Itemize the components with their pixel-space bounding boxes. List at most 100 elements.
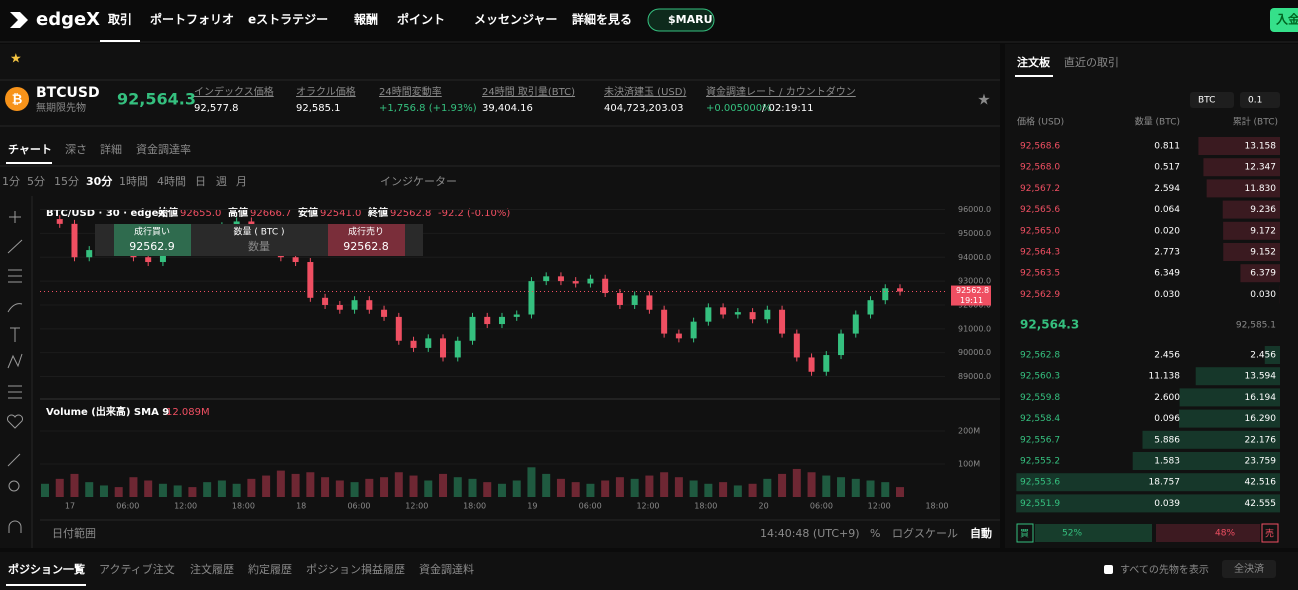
- volume-bar: [896, 487, 904, 497]
- tool-text[interactable]: [10, 327, 20, 342]
- sell-price: 92562.8: [343, 240, 389, 253]
- volume-bar: [394, 472, 403, 497]
- tool-heart[interactable]: [7, 414, 23, 429]
- chart-tab[interactable]: 詳細: [100, 142, 122, 156]
- chart-tab[interactable]: チャート: [8, 143, 52, 156]
- buy-price: 92562.9: [129, 240, 175, 253]
- favorite-star[interactable]: ★: [10, 52, 22, 67]
- depth-bar: [1142, 430, 1280, 449]
- book-total: 16.290: [1245, 414, 1277, 424]
- nav-item[interactable]: 詳細を見る: [572, 12, 632, 27]
- badge[interactable]: [647, 8, 715, 32]
- volume-bar: [660, 472, 669, 497]
- volume-bar: [645, 475, 654, 497]
- buy-button[interactable]: [114, 224, 191, 256]
- bottom-tab[interactable]: ポジション一覧: [8, 562, 85, 576]
- deposit-button[interactable]: [1270, 8, 1298, 32]
- buy-tag-text: 買: [1020, 529, 1029, 540]
- nav-item[interactable]: メッセンジャー: [474, 13, 557, 27]
- auto-toggle[interactable]: 自動: [970, 526, 992, 540]
- nav-item[interactable]: ポイント: [397, 12, 445, 27]
- tool-pattern[interactable]: [7, 353, 23, 369]
- nav-item[interactable]: 報酬: [354, 12, 378, 27]
- volume-bar: [276, 470, 285, 497]
- tab-underline: [6, 162, 52, 164]
- depth-bar: [1203, 158, 1280, 177]
- nav-item[interactable]: eストラテジー: [248, 13, 328, 27]
- tool-line[interactable]: [7, 239, 23, 254]
- percent-toggle[interactable]: %: [870, 527, 880, 540]
- log-toggle[interactable]: ログスケール: [892, 526, 958, 540]
- date-range[interactable]: 日付範囲: [52, 526, 96, 540]
- candle: [381, 309, 388, 317]
- volume-bar: [512, 480, 521, 497]
- stat-label: 24時間 取引量(BTC): [482, 86, 575, 98]
- tool-ruler[interactable]: [7, 453, 21, 467]
- nav-item[interactable]: ポートフォリオ: [150, 12, 234, 27]
- x-tick-label: 12:00: [868, 502, 891, 511]
- book-amount: 0.096: [1154, 414, 1180, 424]
- mid-price: 92,564.3: [1020, 318, 1079, 332]
- nav-active-underline: [100, 40, 140, 42]
- close-all-button[interactable]: [1222, 560, 1276, 578]
- interval[interactable]: 4時間: [157, 175, 186, 188]
- volume-bar: [129, 477, 138, 497]
- x-tick-label: 20: [759, 502, 769, 511]
- y-tick-label: 93000.0: [958, 277, 991, 286]
- interval[interactable]: 5分: [27, 175, 45, 188]
- depth-bar: [1016, 494, 1280, 513]
- orderbook-tab[interactable]: 直近の取引: [1064, 55, 1119, 69]
- bottom-tab[interactable]: 注文履歴: [190, 562, 234, 576]
- bottom-tab[interactable]: 約定履歴: [248, 562, 292, 576]
- book-amount: 2.773: [1154, 248, 1180, 258]
- book-price: 92,555.2: [1020, 457, 1060, 467]
- tool-brush[interactable]: [7, 303, 23, 313]
- symbol[interactable]: BTCUSD: [36, 85, 100, 101]
- interval[interactable]: 月: [236, 175, 247, 188]
- drawing-tools[interactable]: [7, 211, 23, 533]
- step: 0.1: [1248, 96, 1262, 106]
- x-tick-label: 06:00: [347, 502, 370, 511]
- bottom-tab[interactable]: 資金調達料: [419, 562, 474, 576]
- interval[interactable]: 日: [195, 175, 206, 188]
- tool-zoom[interactable]: [8, 480, 20, 492]
- candle: [233, 221, 240, 227]
- chart-tab[interactable]: 深さ: [65, 143, 87, 156]
- interval[interactable]: 30分: [86, 174, 113, 188]
- candle: [808, 357, 815, 372]
- candle: [734, 312, 741, 315]
- legend-value: 92655.0: [180, 208, 221, 219]
- volume-bar: [601, 480, 610, 497]
- interval[interactable]: 1時間: [119, 175, 148, 188]
- nav-item[interactable]: 取引: [108, 13, 132, 27]
- tool-channel[interactable]: [8, 269, 22, 283]
- depth-bar: [1179, 388, 1280, 407]
- tool-magnet[interactable]: [8, 520, 22, 533]
- book-price: 92,565.0: [1020, 226, 1060, 236]
- mark-price: 92,585.1: [1236, 321, 1276, 331]
- qty-input[interactable]: 数量: [248, 240, 270, 253]
- bottom-tab[interactable]: ポジション損益履歴: [306, 562, 405, 576]
- y-tick-label: 200M: [958, 427, 980, 436]
- volume-bar: [41, 483, 49, 497]
- clock: 14:40:48 (UTC+9): [760, 527, 860, 540]
- volume-bar: [807, 472, 816, 497]
- asset-select[interactable]: [1190, 92, 1234, 108]
- interval[interactable]: 15分: [54, 175, 79, 188]
- step-select[interactable]: [1240, 92, 1280, 108]
- indicator-button[interactable]: インジケーター: [380, 175, 457, 188]
- tool-crosshair[interactable]: [9, 211, 21, 223]
- sell-button[interactable]: [328, 224, 405, 256]
- volume-bar: [409, 475, 418, 497]
- book-amount: 6.349: [1154, 269, 1180, 279]
- checkbox[interactable]: [1104, 565, 1113, 574]
- bottom-tab[interactable]: アクティブ注文: [99, 562, 175, 576]
- interval[interactable]: 週: [216, 175, 227, 188]
- legend-change: -92.2 (-0.10%): [438, 208, 510, 219]
- volume-bar: [733, 485, 742, 497]
- orderbook-tab[interactable]: 注文板: [1017, 55, 1051, 69]
- tool-fib[interactable]: [8, 385, 22, 399]
- favorite-toggle[interactable]: ★: [977, 91, 990, 109]
- interval[interactable]: 1分: [2, 175, 20, 188]
- chart-tab[interactable]: 資金調達率: [136, 143, 191, 156]
